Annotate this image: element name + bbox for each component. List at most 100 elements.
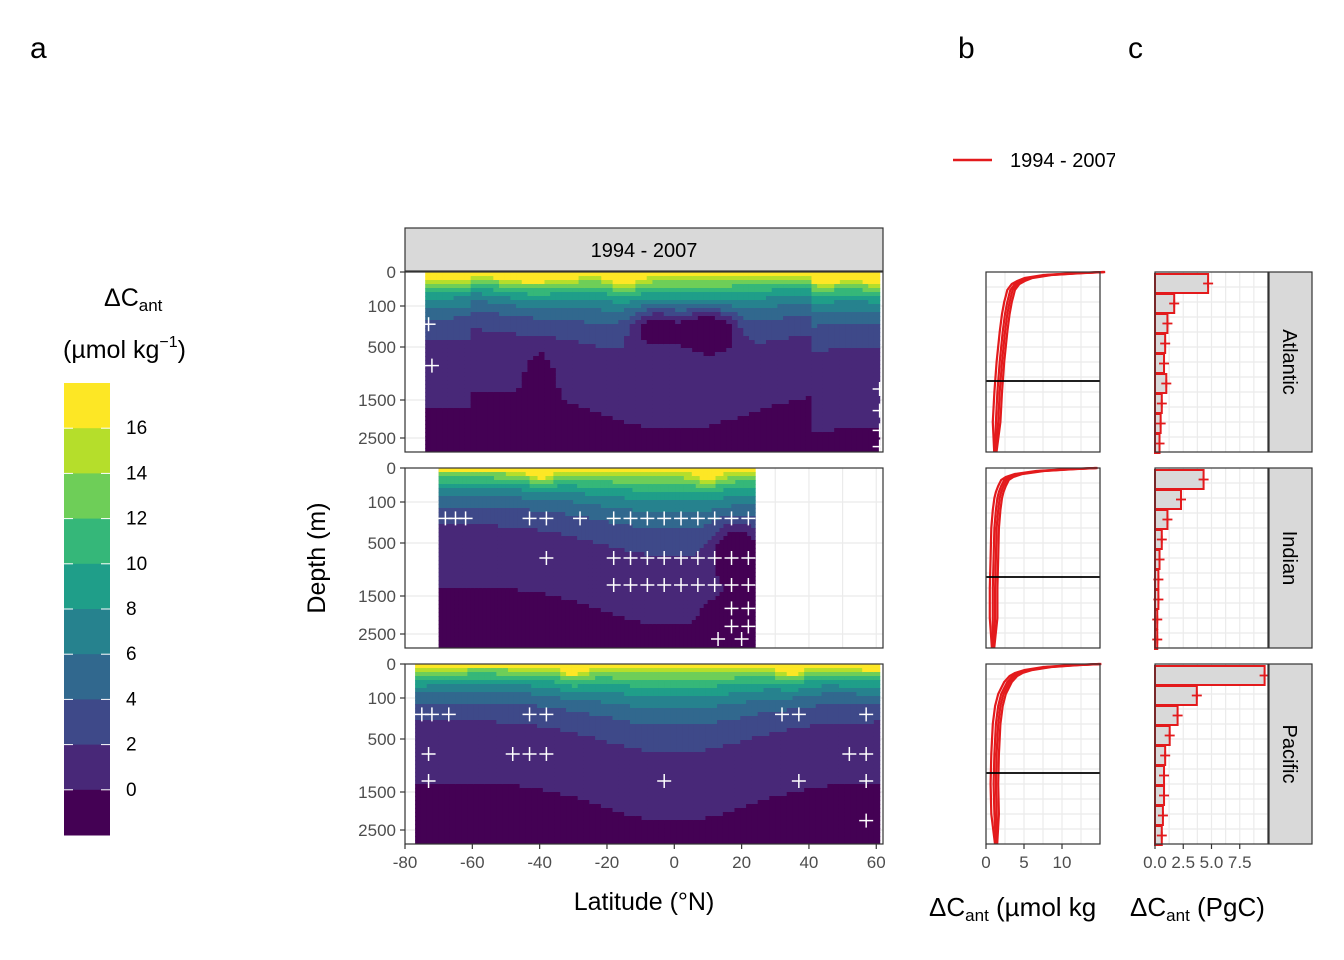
heatmap-cell <box>561 380 568 385</box>
heatmap-cell <box>476 428 483 433</box>
heatmap-cell <box>783 372 790 377</box>
heatmap-cell <box>454 512 460 517</box>
heatmap-cell <box>692 292 699 297</box>
heatmap-cell <box>458 548 463 553</box>
heatmap-cell <box>561 368 568 373</box>
heatmap-cell <box>862 312 869 317</box>
heatmap-cell <box>476 412 483 417</box>
heatmap-cell <box>868 432 875 437</box>
heatmap-cell <box>726 304 733 309</box>
heatmap-cell <box>527 344 534 349</box>
heatmap-cell <box>811 448 818 452</box>
heatmap-cell <box>509 552 515 557</box>
heatmap-cell <box>425 344 432 349</box>
heatmap-cell <box>458 544 463 549</box>
heatmap-cell <box>446 540 452 545</box>
heatmap-cell <box>459 316 466 321</box>
heatmap-cell <box>817 288 824 293</box>
heatmap-cell <box>703 384 710 389</box>
heatmap-cell <box>482 404 489 409</box>
heatmap-cell <box>646 316 654 321</box>
heatmap-cell <box>541 600 547 605</box>
heatmap-cell <box>811 420 818 425</box>
heatmap-cell <box>737 308 744 313</box>
heatmap-cell <box>646 280 654 285</box>
heatmap-cell <box>486 508 491 513</box>
heatmap-cell <box>641 344 648 349</box>
heatmap-cell <box>450 636 456 641</box>
heatmap-cell <box>862 296 869 301</box>
heatmap-cell <box>697 324 705 329</box>
heatmap-cell <box>521 596 527 601</box>
heatmap-cell <box>720 408 727 413</box>
heatmap-cell <box>839 352 847 357</box>
heatmap-cell <box>521 392 529 397</box>
heatmap-cell <box>760 340 767 345</box>
heatmap-cell <box>743 300 750 305</box>
heatmap-cell <box>760 440 767 445</box>
heatmap-cell <box>703 288 710 293</box>
heatmap-cell <box>851 436 858 441</box>
heatmap-cell <box>482 612 487 617</box>
heatmap-cell <box>851 372 858 377</box>
heatmap-cell <box>493 292 500 297</box>
heatmap-cell <box>743 416 750 421</box>
heatmap-cell <box>766 288 773 293</box>
heatmap-cell <box>513 500 519 505</box>
heatmap-cell <box>478 476 483 481</box>
heatmap-cell <box>805 280 813 285</box>
heatmap-cell <box>839 308 847 313</box>
heatmap-cell <box>726 368 733 373</box>
heatmap-cell <box>652 328 659 333</box>
heatmap-cell <box>513 576 519 581</box>
heatmap-cell <box>497 484 503 489</box>
heatmap-cell <box>541 528 547 533</box>
heatmap-cell <box>595 388 602 393</box>
heatmap-cell <box>527 300 534 305</box>
heatmap-cell <box>669 372 676 377</box>
heatmap-cell <box>561 312 568 317</box>
heatmap-cell <box>521 476 527 481</box>
heatmap-cell <box>545 584 551 589</box>
heatmap-cell <box>490 576 495 581</box>
heatmap-cell <box>618 444 625 449</box>
heatmap-cell <box>572 432 580 437</box>
heatmap-cell <box>513 564 519 569</box>
heatmap-cell <box>438 592 444 597</box>
heatmap-cell <box>800 444 807 449</box>
heatmap-cell <box>788 396 796 401</box>
heatmap-cell <box>436 444 443 449</box>
heatmap-cell <box>771 396 778 401</box>
heatmap-cell <box>834 364 841 369</box>
heatmap-cell <box>669 384 676 389</box>
heatmap-cell <box>521 528 527 533</box>
heatmap-cell <box>525 644 531 648</box>
heatmap-cell <box>612 300 619 305</box>
heatmap-cell <box>794 396 801 401</box>
heatmap-cell <box>686 304 693 309</box>
heatmap-cell <box>811 368 818 373</box>
heatmap-cell <box>817 448 824 452</box>
heatmap-cell <box>494 524 499 529</box>
heatmap-cell <box>771 324 778 329</box>
heatmap-cell <box>430 396 438 401</box>
heatmap-cell <box>834 424 841 429</box>
heatmap-cell <box>584 276 591 281</box>
heatmap-cell <box>839 428 847 433</box>
heatmap-cell <box>714 368 722 373</box>
heatmap-cell <box>572 336 580 341</box>
heatmap-cell <box>856 312 864 317</box>
heatmap-cell <box>828 416 835 421</box>
heatmap-cell <box>470 508 475 513</box>
heatmap-cell <box>652 400 659 405</box>
heatmap-cell <box>501 584 507 589</box>
heatmap-cell <box>697 424 705 429</box>
heatmap-cell <box>487 360 494 365</box>
heatmap-cell <box>748 368 756 373</box>
heatmap-cell <box>737 296 744 301</box>
heatmap-cell <box>731 272 739 277</box>
heatmap-cell <box>669 340 676 345</box>
heatmap-cell <box>572 388 580 393</box>
heatmap-cell <box>794 336 801 341</box>
heatmap-cell <box>541 480 547 485</box>
